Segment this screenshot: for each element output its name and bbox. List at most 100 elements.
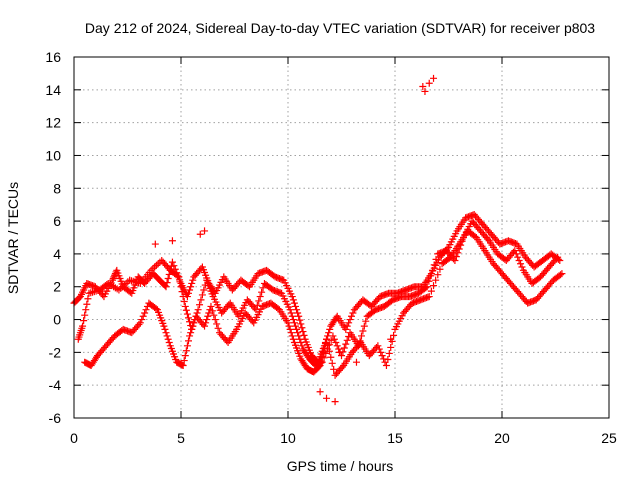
y-tick-label: 16 bbox=[45, 49, 61, 65]
data-point bbox=[186, 332, 194, 340]
data-point bbox=[181, 352, 189, 360]
data-point bbox=[298, 324, 306, 332]
data-point bbox=[160, 322, 168, 330]
data-point bbox=[511, 247, 519, 255]
data-point bbox=[432, 276, 440, 284]
data-point bbox=[201, 227, 209, 235]
data-point bbox=[326, 325, 334, 333]
x-tick-label: 0 bbox=[70, 430, 78, 446]
data-point bbox=[178, 288, 186, 296]
data-point bbox=[323, 335, 331, 343]
y-axis-label: SDTVAR / TECUs bbox=[5, 182, 21, 294]
data-point bbox=[517, 260, 525, 268]
data-point bbox=[186, 286, 194, 294]
data-point bbox=[162, 329, 170, 337]
data-point bbox=[80, 317, 88, 325]
data-point bbox=[196, 301, 204, 309]
data-point bbox=[556, 271, 564, 279]
data-point bbox=[518, 263, 526, 271]
data-point bbox=[362, 317, 370, 325]
data-point bbox=[184, 289, 192, 297]
data-point bbox=[179, 293, 187, 301]
data-point bbox=[211, 316, 219, 324]
data-point bbox=[375, 345, 383, 353]
data-point bbox=[177, 283, 185, 291]
data-point bbox=[203, 316, 211, 324]
x-tick-label: 15 bbox=[387, 430, 403, 446]
data-point bbox=[346, 316, 354, 324]
data-point bbox=[149, 265, 157, 273]
data-point bbox=[390, 331, 398, 339]
data-point bbox=[109, 275, 117, 283]
data-point bbox=[288, 312, 296, 320]
x-axis-label: GPS time / hours bbox=[287, 458, 394, 474]
data-point bbox=[79, 322, 87, 330]
data-point bbox=[293, 306, 301, 314]
y-tick-label: 2 bbox=[53, 279, 61, 295]
grid-lines bbox=[74, 57, 609, 418]
data-point bbox=[135, 320, 143, 328]
data-point bbox=[325, 329, 333, 337]
data-point bbox=[430, 282, 438, 290]
data-point bbox=[180, 297, 188, 305]
data-point bbox=[186, 318, 194, 326]
data-point bbox=[316, 361, 324, 369]
data-point bbox=[253, 301, 261, 309]
data-point bbox=[181, 302, 189, 310]
data-point bbox=[291, 322, 299, 330]
data-point bbox=[163, 332, 171, 340]
data-point bbox=[333, 342, 341, 350]
data-point bbox=[179, 361, 187, 369]
data-point bbox=[175, 273, 183, 281]
data-point bbox=[188, 325, 196, 333]
data-point bbox=[295, 312, 303, 320]
data-point bbox=[298, 342, 306, 350]
data-point bbox=[189, 322, 197, 330]
data-point bbox=[210, 311, 218, 319]
data-point bbox=[291, 302, 299, 310]
data-point bbox=[214, 324, 222, 332]
data-point bbox=[284, 319, 292, 327]
data-point bbox=[287, 329, 295, 337]
data-point bbox=[294, 309, 302, 317]
data-point bbox=[428, 266, 436, 274]
x-tick-label: 10 bbox=[280, 430, 296, 446]
data-point bbox=[196, 230, 204, 238]
data-point bbox=[514, 253, 522, 261]
data-point bbox=[320, 344, 328, 352]
data-point bbox=[152, 305, 160, 313]
y-tick-label: 6 bbox=[53, 213, 61, 229]
data-point bbox=[207, 302, 215, 310]
data-point bbox=[427, 287, 435, 295]
data-point bbox=[142, 306, 150, 314]
data-point bbox=[324, 341, 332, 349]
data-point bbox=[434, 271, 442, 279]
data-point bbox=[285, 322, 293, 330]
data-point bbox=[421, 87, 429, 95]
data-point bbox=[295, 332, 303, 340]
data-point bbox=[289, 296, 297, 304]
data-point bbox=[255, 297, 263, 305]
data-point bbox=[183, 342, 191, 350]
data-point bbox=[387, 343, 395, 351]
data-point bbox=[384, 355, 392, 363]
data-point bbox=[184, 337, 192, 345]
data-point bbox=[319, 348, 327, 356]
data-point bbox=[335, 348, 343, 356]
data-point bbox=[297, 339, 305, 347]
y-tick-label: -2 bbox=[49, 344, 62, 360]
data-point bbox=[163, 279, 171, 287]
data-point bbox=[288, 293, 296, 301]
data-point bbox=[317, 357, 325, 365]
data-point bbox=[161, 325, 169, 333]
data-point bbox=[110, 273, 118, 281]
data-point bbox=[170, 262, 178, 270]
data-point bbox=[289, 335, 297, 343]
data-point bbox=[327, 353, 335, 361]
data-point bbox=[176, 278, 184, 286]
data-point bbox=[201, 322, 209, 330]
data-point bbox=[552, 255, 560, 263]
data-point bbox=[484, 235, 492, 243]
data-point bbox=[343, 336, 351, 344]
